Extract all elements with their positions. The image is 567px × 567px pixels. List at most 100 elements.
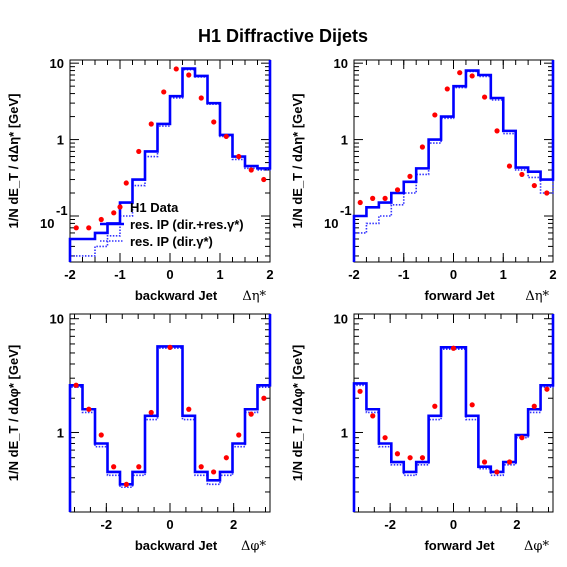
y-tick-label-exponent: -1	[56, 203, 68, 218]
x-tick-label: 0	[166, 517, 173, 532]
panel-label: forward Jet	[424, 538, 495, 553]
y-tick-label: 10	[50, 56, 64, 71]
series-res-ip-dir-res-gamma	[352, 314, 555, 512]
data-point	[407, 173, 413, 179]
data-point	[357, 199, 363, 206]
data-point	[136, 148, 142, 155]
data-point	[111, 464, 117, 470]
x-axis-label: Δφ*	[241, 539, 266, 554]
x-tick-label: -2	[384, 517, 396, 532]
data-point	[382, 195, 388, 201]
data-point	[481, 94, 488, 100]
legend-marker-data	[117, 204, 123, 210]
data-point	[211, 469, 217, 475]
data-point	[544, 386, 550, 392]
data-point	[531, 403, 537, 409]
y-tick-label: 1	[57, 133, 64, 148]
x-tick-label: 2	[230, 517, 237, 532]
data-point	[506, 163, 513, 169]
data-point	[519, 171, 525, 178]
series-res-ip-dir-gamma	[69, 314, 271, 512]
data-point	[123, 481, 129, 487]
data-point	[111, 210, 117, 216]
x-axis-label: Δη*	[525, 289, 549, 304]
y-tick-label-exponent: -1	[340, 203, 352, 218]
y-axis-label: 1/N dE_T / dΔφ* [GeV]	[290, 345, 305, 481]
x-tick-label: 0	[450, 517, 457, 532]
data-point	[457, 70, 463, 76]
data-point	[506, 459, 513, 465]
data-point	[357, 388, 363, 394]
x-tick-label: -1	[114, 267, 126, 282]
x-tick-label: -2	[64, 267, 76, 282]
data-point	[173, 66, 179, 72]
data-point	[531, 182, 537, 189]
y-tick-label: 10	[50, 312, 64, 327]
series-res-ip-dir-res-gamma	[68, 314, 272, 512]
data-point	[248, 411, 254, 417]
x-tick-label: 2	[549, 267, 556, 282]
data-point	[148, 121, 154, 127]
panel-label: backward Jet	[135, 538, 218, 553]
data-point	[382, 435, 388, 441]
data-point	[494, 469, 500, 475]
data-point	[236, 432, 242, 438]
panel-label: backward Jet	[135, 288, 218, 303]
data-point	[98, 432, 104, 438]
data-point	[186, 72, 192, 78]
x-tick-label: 2	[266, 267, 273, 282]
data-point	[261, 176, 267, 183]
data-point	[248, 167, 254, 173]
series-res-ip-dir-gamma	[353, 314, 554, 512]
y-tick-label: 10	[334, 312, 348, 327]
data-point	[370, 413, 376, 419]
data-point	[148, 409, 154, 416]
data-point	[370, 195, 376, 201]
data-point	[236, 153, 242, 160]
legend-entry: res. IP (dir.+res.γ*)	[130, 217, 244, 232]
plot-frame	[69, 313, 271, 513]
data-point	[198, 95, 204, 101]
y-tick-label: 1	[57, 425, 64, 440]
data-point	[469, 402, 475, 408]
data-point	[223, 455, 229, 461]
y-tick-label: 10	[324, 216, 338, 231]
legend: H1 Data res. IP (dir.+res.γ*) res. IP (dir…	[100, 200, 244, 249]
data-point	[211, 119, 217, 125]
plot-frame	[353, 313, 554, 513]
data-point	[450, 345, 457, 351]
y-axis-label: 1/N dE_T / dΔφ* [GeV]	[6, 345, 21, 481]
data-point	[73, 382, 79, 388]
x-tick-label: -2	[101, 517, 113, 532]
series-res-ip-dir-res-gamma	[352, 60, 555, 262]
y-axis-label: 1/N dE_T / dΔη* [GeV]	[290, 93, 305, 228]
data-point	[407, 455, 413, 461]
data-point	[167, 344, 173, 350]
data-point	[136, 464, 142, 470]
y-tick-label: 1	[341, 133, 348, 148]
data-point	[86, 225, 92, 231]
data-point	[394, 451, 401, 457]
y-tick-label: 1	[341, 425, 348, 440]
data-point	[469, 73, 475, 79]
data-point	[186, 406, 192, 412]
x-tick-label: 2	[513, 517, 520, 532]
data-point	[98, 216, 104, 223]
chart-panel-4: -2 0 2 10 1 1/N dE_T / dΔφ* [GeV] Δφ* forward J…	[290, 312, 555, 554]
data-point	[394, 187, 401, 193]
data-point	[519, 435, 525, 441]
data-point	[419, 144, 426, 150]
chart-panel-3: -2 0 2 10 1 1/N dE_T / dΔφ* [GeV] Δφ* backward …	[6, 312, 272, 554]
x-tick-label: 0	[166, 267, 173, 282]
data-point	[261, 395, 267, 401]
data-point	[544, 190, 550, 196]
x-tick-label: -2	[348, 267, 360, 282]
y-tick-label: 10	[40, 216, 54, 231]
x-axis-label: Δφ*	[524, 539, 549, 554]
legend-entry: res. IP (dir.γ*)	[130, 234, 213, 249]
data-point	[419, 455, 426, 461]
panel-label: forward Jet	[424, 288, 495, 303]
data-point	[432, 403, 438, 409]
data-point	[444, 86, 450, 92]
